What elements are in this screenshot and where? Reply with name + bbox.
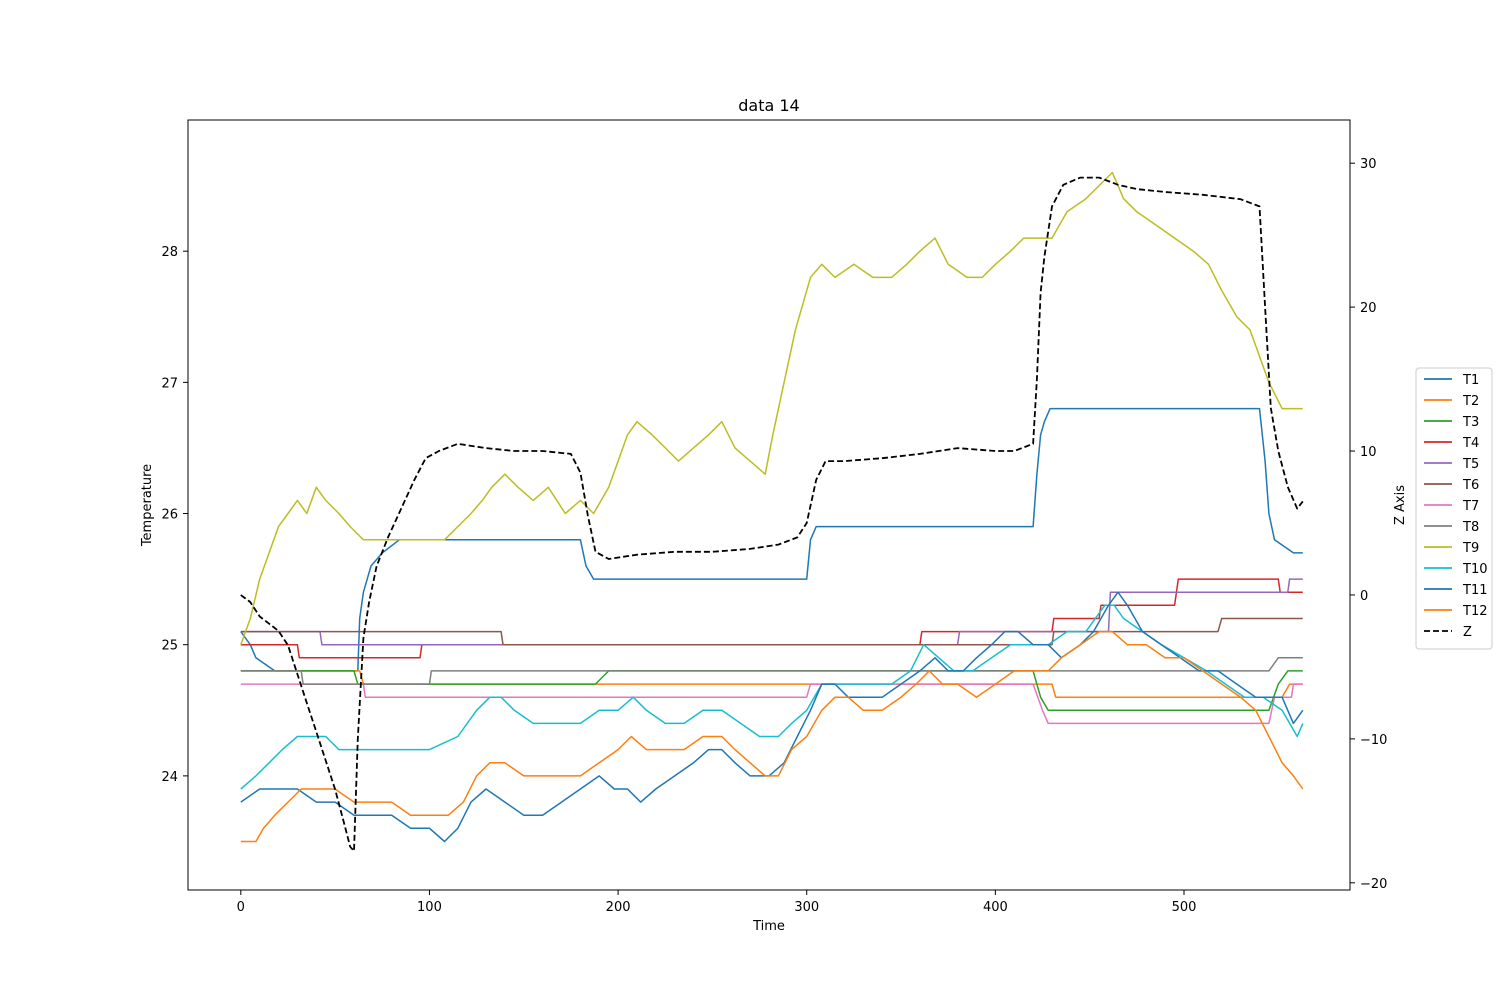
series-line-t9 [240,171,1303,645]
legend-label-t2: T2 [1462,394,1479,409]
x-axis-label: Time [752,919,785,934]
series-lines [240,171,1304,852]
y2-tick-label: −10 [1360,733,1387,748]
series-line-t10 [240,604,1304,790]
legend-label-t6: T6 [1462,478,1479,493]
y-tick-label: 25 [161,639,178,654]
x-tick-label: 300 [794,900,819,915]
legend-label-z: Z [1463,625,1472,640]
y-tick-label: 28 [161,245,178,260]
legend-label-t9: T9 [1462,541,1479,556]
chart-title: data 14 [738,96,799,115]
legend-label-t11: T11 [1462,583,1487,598]
y-tick-label: 27 [161,376,178,391]
y2-axis-label: Z Axis [1393,485,1408,525]
y2-tick-label: 10 [1360,445,1377,460]
axes-frame [187,119,1351,891]
series-line-t1 [240,407,1303,672]
series-line-t7 [240,683,1303,725]
y-axis-label: Temperature [140,464,155,547]
series-line-t6 [240,617,1303,646]
legend: T1 T2 T3 T4 T5 T6 T7 T8 T9 T10 T11 T12 Z [1415,367,1493,650]
series-line-t12 [240,630,1304,843]
y2-tick-label: 20 [1360,301,1377,316]
x-tick-label: 400 [983,900,1008,915]
legend-label-t5: T5 [1462,457,1479,472]
axes: 0 100 200 300 400 500 24 25 26 27 28 −20 −10 0 10 20 30 [161,119,1387,915]
series-line-t5 [240,578,1303,646]
legend-label-t12: T12 [1462,604,1487,619]
series-line-t3 [240,670,1303,712]
plot-area [240,171,1304,852]
x-tick-label: 200 [606,900,631,915]
legend-box [1415,367,1493,650]
x-tick-label: 0 [237,900,245,915]
legend-label-t3: T3 [1462,415,1479,430]
series-line-t11 [240,591,1304,843]
legend-label-t7: T7 [1462,499,1479,514]
legend-label-t1: T1 [1462,373,1479,388]
series-line-t8 [240,657,1303,685]
series-line-z [240,176,1304,852]
y-tick-label: 24 [161,770,178,785]
y2-tick-label: −20 [1360,877,1387,892]
y-tick-label: 26 [161,508,178,523]
x-tick-label: 500 [1172,900,1197,915]
legend-label-t4: T4 [1462,436,1479,451]
y2-tick-label: 0 [1360,589,1368,604]
y2-tick-label: 30 [1360,157,1377,172]
x-tick-label: 100 [417,900,442,915]
legend-label-t8: T8 [1462,520,1479,535]
legend-label-t10: T10 [1462,562,1487,577]
